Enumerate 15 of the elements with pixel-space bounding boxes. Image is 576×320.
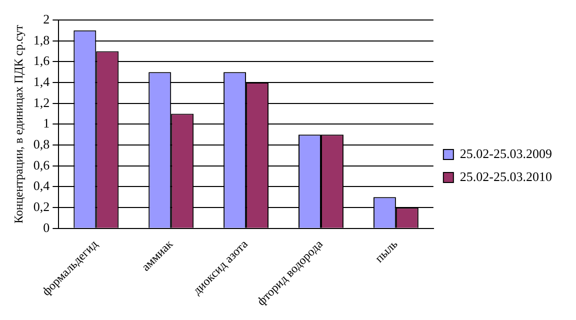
x-tick-label: пыль bbox=[372, 236, 401, 266]
y-tick-label: 1,6 bbox=[33, 53, 50, 68]
y-tick-label: 2 bbox=[43, 11, 50, 26]
y-tick-label: 0 bbox=[43, 220, 50, 235]
legend-label: 25.02-25.03.2010 bbox=[460, 168, 552, 184]
y-tick-label: 1,2 bbox=[33, 94, 50, 110]
y-tick-label: 0,2 bbox=[33, 199, 50, 214]
y-tick-label: 0,6 bbox=[33, 157, 50, 172]
y-tick-label: 1,4 bbox=[33, 74, 50, 89]
y-axis-title: Концентрации, в единицах ПДК ср.сут bbox=[11, 24, 26, 224]
y-tick-label: 0,8 bbox=[33, 136, 50, 152]
y-tick-label: 0,4 bbox=[33, 178, 50, 194]
legend-label: 25.02-25.03.2009 bbox=[460, 146, 552, 161]
y-tick-label: 1 bbox=[43, 116, 50, 131]
y-tick-label: 1,8 bbox=[33, 32, 50, 48]
